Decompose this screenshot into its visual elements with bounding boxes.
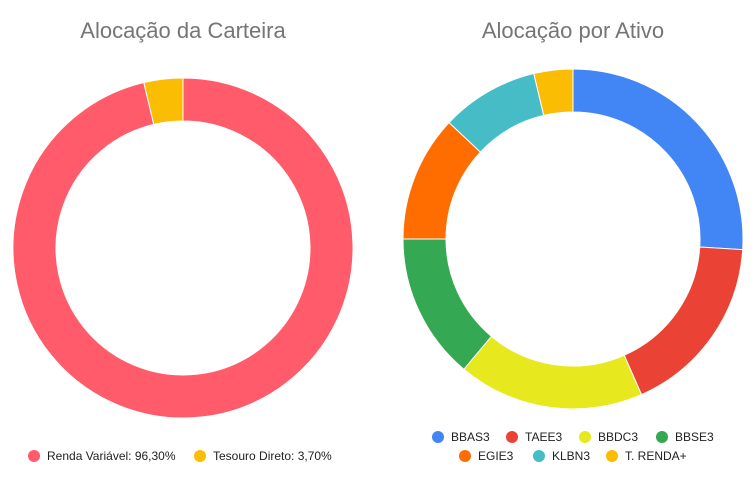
ativo-legend-label-bbdc3: BBDC3 [598, 430, 638, 444]
ativo-legend-label-egie3: EGIE3 [478, 449, 514, 463]
carteira-slice-renda-vari-vel [12, 77, 354, 419]
ativo-slice-taee3 [623, 246, 744, 396]
donut-carteira [12, 77, 354, 419]
ativo-legend-label-klbn3: KLBN3 [552, 449, 590, 463]
ativo-legend-marker-bbas3 [432, 431, 444, 443]
legend-carteira: Renda Variável: 96,30% Tesouro Direto: 3,… [28, 449, 332, 463]
ativo-legend-marker-klbn3 [533, 450, 545, 462]
ativo-legend-marker-bbdc3 [579, 431, 591, 443]
ativo-legend-label-bbas3: BBAS3 [451, 430, 490, 444]
ativo-legend-marker-egie3 [459, 450, 471, 462]
ativo-legend-marker-bbse3 [656, 431, 668, 443]
carteira-legend-label-tesouro-direto: Tesouro Direto: 3,70% [213, 449, 332, 463]
ativo-slice-t-renda [533, 68, 574, 117]
legend-ativo: BBAS3 TAEE3 BBDC3 BBSE3 EGIE3 KLBN3 T. RENDA+ [432, 430, 714, 463]
ativo-legend-marker-t-renda [606, 450, 618, 462]
donut-ativo [402, 68, 744, 410]
ativo-slice-bbas3 [572, 68, 744, 251]
carteira-legend-marker-renda-vari-vel [28, 450, 40, 462]
ativo-slice-bbdc3 [463, 335, 643, 410]
ativo-slice-bbse3 [402, 238, 493, 371]
ativo-legend-label-bbse3: BBSE3 [675, 430, 714, 444]
chart-title-carteira: Alocação da Carteira [80, 18, 286, 43]
carteira-legend-label-renda-vari-vel: Renda Variável: 96,30% [47, 449, 176, 463]
chart-title-ativo: Alocação por Ativo [481, 18, 665, 43]
ativo-legend-label-taee3: TAEE3 [525, 430, 562, 444]
ativo-legend-label-t-renda: T. RENDA+ [625, 449, 687, 463]
carteira-slice-tesouro-direto [143, 77, 184, 126]
ativo-legend-marker-taee3 [506, 431, 518, 443]
carteira-legend-marker-tesouro-direto [194, 450, 206, 462]
